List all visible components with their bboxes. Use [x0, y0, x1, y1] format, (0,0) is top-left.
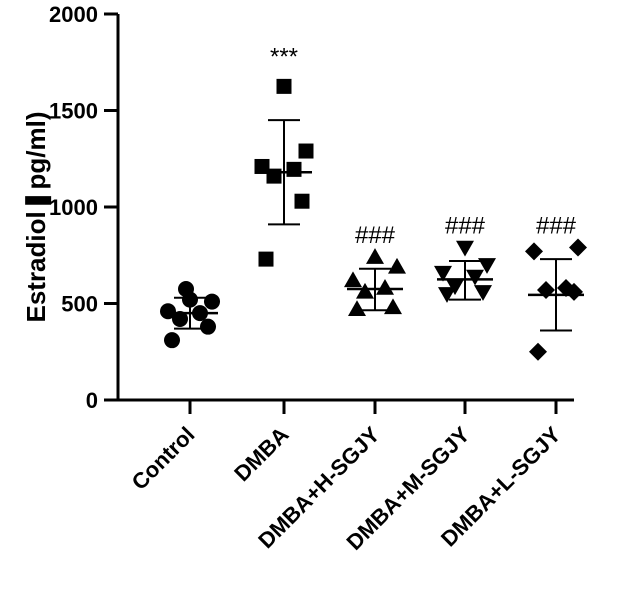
- x-category-label: DMBA: [229, 422, 293, 486]
- data-point: [466, 269, 484, 286]
- y-axis-title: Estradiol❚pg/ml): [21, 111, 52, 322]
- data-point: [258, 251, 274, 267]
- data-point: [254, 158, 270, 174]
- significance-annotation: ###: [445, 213, 486, 240]
- data-point: [286, 161, 302, 177]
- data-point: [446, 279, 464, 296]
- y-tick-label: 1500: [49, 99, 98, 124]
- data-point: [348, 300, 366, 317]
- data-point: [569, 238, 587, 257]
- data-point: [388, 257, 406, 274]
- data-point: [294, 193, 310, 209]
- data-point: [478, 258, 496, 274]
- data-point: [557, 279, 575, 298]
- data-point: [529, 342, 547, 361]
- significance-annotation: ###: [355, 222, 396, 249]
- data-point: [344, 271, 362, 288]
- significance-annotation: ***: [270, 43, 298, 70]
- data-point: [276, 78, 292, 94]
- data-point: [298, 143, 314, 159]
- y-tick-label: 0: [86, 388, 98, 413]
- data-point: [356, 282, 374, 299]
- data-point: [434, 265, 452, 282]
- data-point: [160, 303, 176, 320]
- data-point: [172, 310, 188, 327]
- axes: [104, 12, 574, 414]
- x-category-label: Control: [127, 422, 200, 495]
- data-marks: [160, 78, 587, 361]
- data-point: [366, 248, 384, 264]
- significance-annotation: ###: [536, 213, 577, 240]
- y-tick-label: 1000: [49, 195, 98, 220]
- data-point: [474, 285, 492, 301]
- data-point: [200, 318, 216, 335]
- data-point: [384, 298, 402, 315]
- data-point: [438, 287, 456, 303]
- y-tick-label: 2000: [49, 2, 98, 27]
- data-point: [164, 332, 180, 349]
- data-point: [204, 293, 220, 310]
- data-point: [456, 240, 474, 257]
- data-point: [178, 281, 194, 298]
- y-tick-label: 500: [61, 292, 98, 317]
- labels: 0 500 1000 1500 2000 Estradiol❚pg/ml) Control *…: [21, 2, 577, 555]
- data-point: [525, 242, 543, 261]
- data-point: [537, 280, 555, 299]
- data-point: [376, 279, 394, 295]
